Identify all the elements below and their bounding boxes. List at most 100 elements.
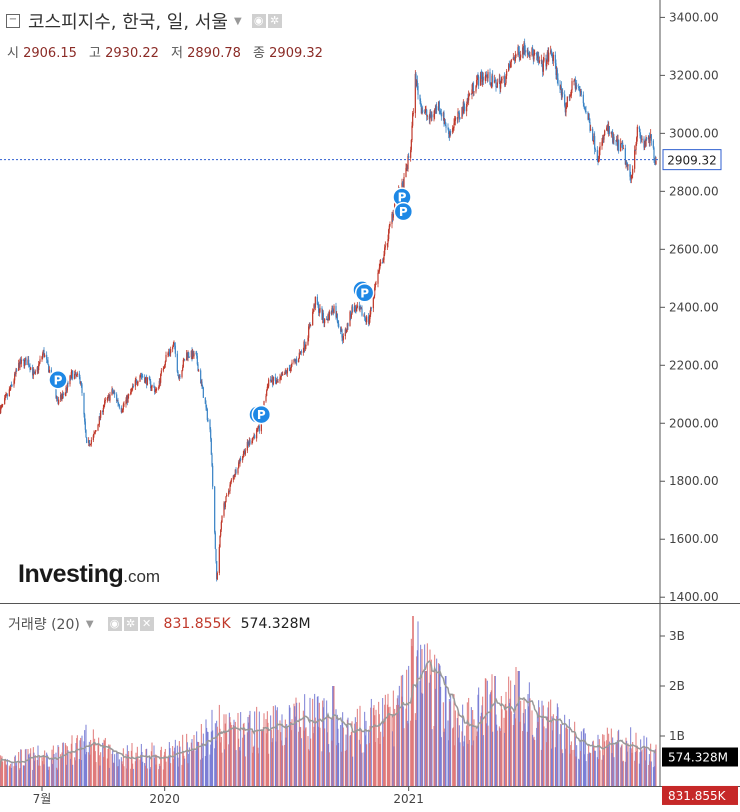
candle-down [528,54,530,56]
volume-bar-down [81,735,83,786]
candle-up [284,373,286,375]
close-icon[interactable]: ✕ [139,617,154,631]
candle-up [58,399,60,404]
candle-up [56,397,58,399]
candle-down [547,52,549,62]
candle-down [494,79,496,81]
candle-up [604,130,606,136]
gear-icon[interactable]: ✲ [267,14,282,28]
candle-down [643,138,645,148]
p-marker-label: P [257,408,266,422]
candle-down [527,50,529,55]
volume-bar-down [16,762,18,786]
volume-bar-up [154,754,156,786]
volume-bar-up [566,728,568,786]
eye-icon[interactable]: ◉ [107,617,122,631]
volume-bar-down [618,729,620,786]
volume-bar-up [268,753,270,786]
volume-bar-up [319,727,321,786]
volume-bar-down [626,740,628,786]
candle-up [94,431,96,433]
candle-up [156,388,158,390]
volume-bar-up [392,690,394,786]
candle-down [86,437,88,443]
candle-up [635,143,637,150]
candle-up [324,318,326,324]
candle-up [70,372,72,379]
candle-up [369,314,371,320]
volume-bar-down [480,712,482,786]
candle-down [214,532,216,549]
volume-bar-up [444,728,446,786]
candle-up [239,458,241,464]
volume-bar-up [151,742,153,786]
candle-down [364,315,366,318]
volume-bar-down [262,729,264,786]
chevron-down-icon[interactable]: ▼ [233,15,242,27]
candle-down [583,103,585,107]
volume-bar-up [103,739,105,786]
candle-down [445,125,447,128]
eye-icon[interactable]: ◉ [251,14,266,28]
volume-bar-down [338,742,340,786]
candle-up [27,359,29,366]
candle-down [536,55,538,59]
volume-bar-up [216,726,218,786]
volume-bar-up [310,738,312,786]
volume-bar-down [114,754,116,786]
candle-up [242,454,244,457]
volume-bar-down [524,723,526,786]
volume-bar-up [291,719,293,786]
volume-bar-down [648,754,650,786]
volume-bar-up [396,704,398,786]
candle-up [234,475,236,477]
candle-up [512,57,514,60]
volume-bar-up [280,740,282,786]
candle-down [588,117,590,123]
volume-bar-down [470,707,472,786]
candle-up [566,96,568,107]
candle-up [314,296,316,308]
gear-icon[interactable]: ✲ [123,617,138,631]
candle-up [268,379,270,387]
candle-up [130,389,132,393]
volume-bar-up [237,712,239,786]
candle-down [57,401,59,404]
volume-bar-down [244,734,246,786]
collapse-icon[interactable]: − [6,14,20,28]
candle-up [374,283,376,288]
candle-down [288,368,290,370]
volume-bar-up [327,715,329,786]
volume-bar-down [112,749,114,786]
candle-down [462,107,464,114]
volume-bar-up [61,752,63,786]
volume-bar-up [556,716,558,786]
volume-bar-down [638,763,640,786]
volume-bar-up [279,720,281,786]
chevron-down-icon[interactable]: ▼ [85,618,94,630]
volume-bar-down [176,745,178,786]
candle-up [546,60,548,67]
volume-bar-down [382,698,384,786]
volume-bar-down [341,721,343,786]
candle-up [113,392,115,394]
candle-up [232,475,234,480]
price-tick-label: 2200.00 [669,358,719,372]
volume-bar-up [606,740,608,786]
candle-down [463,101,465,107]
candle-up [552,54,554,62]
candle-down [209,419,211,430]
candle-up [394,202,396,211]
candle-up [252,436,254,438]
volume-bar-down [18,769,20,786]
volume-bar-down [249,710,251,786]
volume-bar-up [41,757,43,786]
volume-value-black: 574.328M [240,616,311,632]
candle-up [295,359,297,362]
candle-up [34,371,36,374]
candle-up [95,430,97,432]
volume-bar-up [95,762,97,786]
candle-up [412,113,414,126]
volume-bar-down [20,749,22,786]
volume-bar-up [635,732,637,786]
